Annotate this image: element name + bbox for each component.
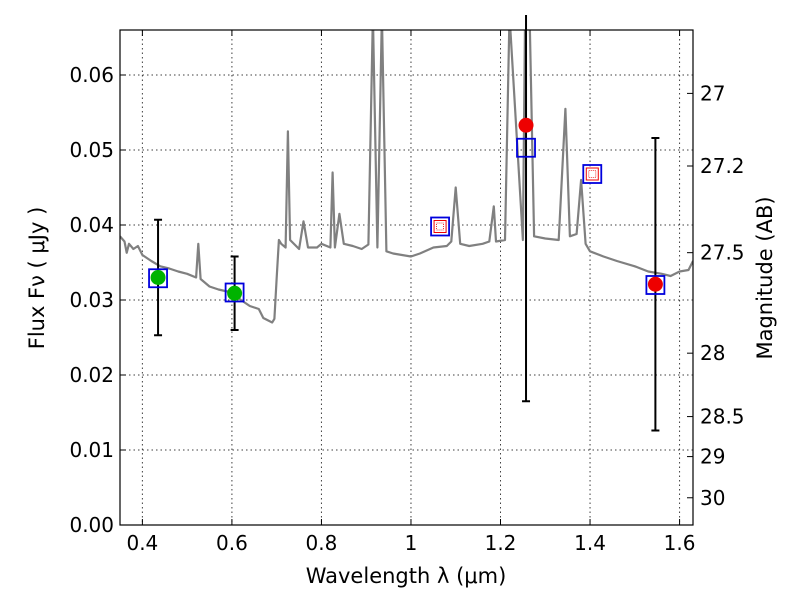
x-tick-label: 0.6 bbox=[216, 531, 248, 555]
model-photometry-box bbox=[582, 164, 603, 184]
x-tick-label: 0.4 bbox=[126, 531, 158, 555]
y-tick-label: 0.02 bbox=[69, 363, 114, 387]
upper-limit-point bbox=[518, 117, 534, 133]
plot-frame bbox=[119, 29, 694, 526]
y-tick-label: 0.05 bbox=[69, 138, 114, 162]
detection-point bbox=[150, 270, 166, 285]
y-tick-label: 0.00 bbox=[69, 513, 114, 537]
y-right-tick-label: 30 bbox=[700, 486, 725, 510]
y-tick-label: 0.03 bbox=[69, 288, 114, 312]
grid bbox=[120, 30, 693, 526]
model-photometry-box bbox=[645, 275, 666, 295]
plot-area bbox=[120, 30, 693, 324]
upper-limit-point bbox=[647, 276, 663, 292]
model-photometry-box bbox=[224, 282, 245, 303]
x-tick-label: 1.2 bbox=[485, 531, 517, 555]
x-tick-label: 1 bbox=[405, 531, 418, 555]
y-right-tick-label: 27.5 bbox=[700, 241, 745, 265]
open-marker-inner bbox=[588, 170, 597, 178]
open-marker bbox=[585, 167, 599, 181]
detection-point bbox=[227, 285, 243, 301]
y-tick-label: 0.01 bbox=[69, 438, 114, 462]
y-right-tick-label: 27.2 bbox=[700, 154, 745, 178]
y-tick-label: 0.04 bbox=[69, 213, 114, 237]
y-right-tick-label: 27 bbox=[700, 81, 725, 105]
y-tick-label: 0.06 bbox=[69, 63, 114, 87]
x-axis-label: Wavelength λ (μm) bbox=[306, 564, 507, 588]
x-tick-label: 1.4 bbox=[574, 531, 606, 555]
x-tick-label: 1.6 bbox=[664, 531, 696, 555]
model-photometry-box bbox=[516, 137, 536, 158]
open-marker bbox=[433, 220, 447, 233]
x-tick-label: 0.8 bbox=[306, 531, 338, 555]
y-right-tick-label: 29 bbox=[700, 445, 725, 469]
y-axis-right-label: Magnitude (AB) bbox=[753, 196, 777, 359]
model-photometry-box bbox=[148, 268, 168, 289]
y-right-tick-label: 28 bbox=[700, 341, 725, 365]
model-spectrum-line bbox=[120, 30, 693, 324]
y-axis-label: Flux Fν ( μJy ) bbox=[25, 207, 49, 350]
model-photometry-box bbox=[430, 216, 450, 237]
y-right-tick-label: 28.5 bbox=[700, 405, 745, 429]
axes: 0.4 0.6 0.8 1 1.2 1.4 1.6 0.00 0.01 0.02 0.03 0.04 0… bbox=[69, 15, 745, 555]
open-marker-inner bbox=[436, 222, 444, 231]
